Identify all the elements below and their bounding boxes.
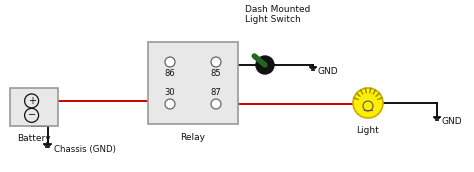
Text: 85: 85 [210,69,221,78]
Text: +: + [27,96,36,106]
Text: Light: Light [356,126,379,135]
Text: Relay: Relay [181,133,206,142]
Circle shape [25,94,38,108]
Text: GND: GND [442,117,463,126]
Bar [148,42,238,124]
Text: GND: GND [318,67,338,76]
Circle shape [353,88,383,118]
Text: 30: 30 [164,88,175,97]
Text: −: − [27,110,36,120]
Circle shape [25,108,38,122]
Text: Dash Mounted
Light Switch: Dash Mounted Light Switch [245,5,310,24]
Circle shape [211,99,221,109]
Circle shape [165,57,175,67]
Text: Battery: Battery [17,134,51,143]
Circle shape [165,99,175,109]
Text: 86: 86 [164,69,175,78]
Text: 87: 87 [210,88,221,97]
Circle shape [211,57,221,67]
Circle shape [256,56,274,74]
Text: Chassis (GND): Chassis (GND) [54,145,116,154]
Bar [10,88,58,126]
